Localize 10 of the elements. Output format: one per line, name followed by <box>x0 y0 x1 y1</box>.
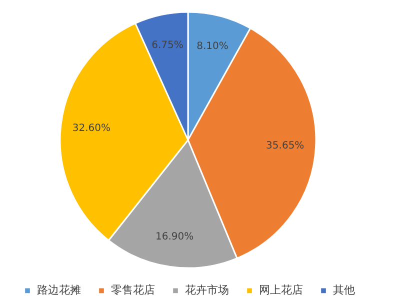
data-label: 8.10% <box>196 40 228 52</box>
legend-label: 零售花店 <box>111 284 155 297</box>
legend-label: 花卉市场 <box>185 284 229 297</box>
legend-label: 其他 <box>333 284 355 297</box>
data-label: 6.75% <box>152 40 184 51</box>
legend-label: 路边花摊 <box>37 284 81 297</box>
legend-label: 网上花店 <box>259 284 303 297</box>
data-label: 16.90% <box>156 231 194 242</box>
data-label: 32.60% <box>72 123 111 134</box>
data-label: 35.65% <box>266 140 304 152</box>
